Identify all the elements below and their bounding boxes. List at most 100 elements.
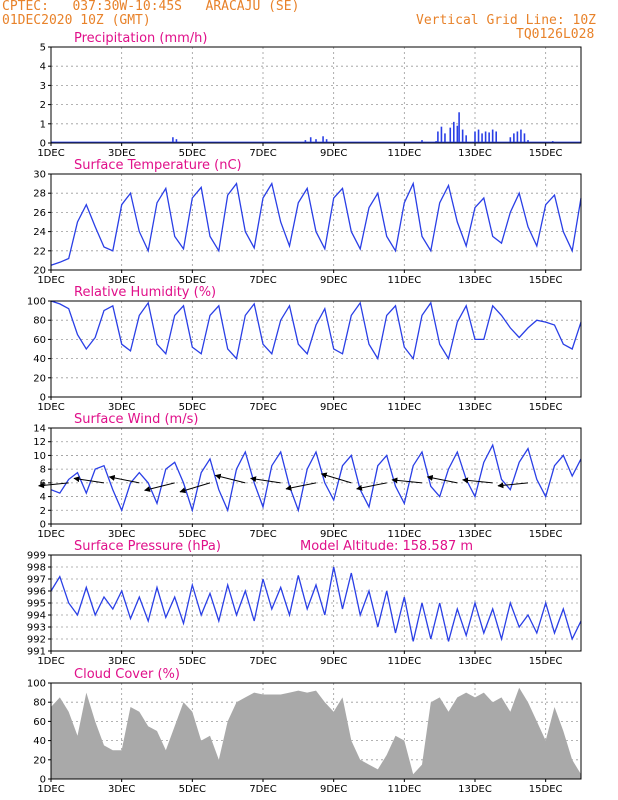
ytick-label-press: 999 — [27, 551, 46, 562]
wind-vector — [179, 482, 211, 494]
xtick-label-temp: 1DEC — [37, 275, 64, 286]
precip-bar — [172, 137, 174, 143]
precip-bar — [465, 135, 467, 143]
panel-title-press: Surface Pressure (hPa) — [74, 539, 221, 554]
xtick-label-precip: 3DEC — [108, 148, 135, 159]
ytick-label-precip: 5 — [40, 43, 46, 54]
xtick-label-precip: 11DEC — [387, 148, 421, 159]
precip-bar — [523, 133, 526, 143]
header-run-date: 01DEC2020 10Z (GMT) — [2, 13, 151, 28]
xtick-label-precip: 9DEC — [320, 148, 347, 159]
xtick-label-cloud: 13DEC — [458, 784, 492, 795]
xtick-label-rh: 13DEC — [458, 402, 492, 413]
xtick-label-rh: 7DEC — [249, 402, 276, 413]
panel-title-precip: Precipitation (mm/h) — [74, 31, 207, 46]
wind-vector — [144, 482, 175, 492]
panel-temp: 20 22 24 26 28 30 1DEC 3DEC 5DEC 7DEC 9DEC 11DEC 13D… — [33, 158, 582, 286]
xtick-label-wind: 9DEC — [320, 529, 347, 540]
ytick-label-cloud: 100 — [27, 679, 46, 690]
series-line-wind — [50, 443, 582, 513]
precip-bar — [444, 133, 446, 143]
precip-bar — [309, 137, 312, 143]
frame-cloud — [50, 682, 582, 780]
panel-title-cloud: Cloud Cover (%) — [74, 667, 180, 682]
ytick-label-press: 995 — [27, 599, 46, 610]
xtick-label-wind: 7DEC — [249, 529, 276, 540]
xtick-label-temp: 15DEC — [529, 275, 563, 286]
panel-wind: 0 2 4 6 8 10 12 14 1DEC 3DEC 5DEC 7DEC 9DEC 11DEC 13DE… — [33, 412, 582, 540]
xtick-label-cloud: 9DEC — [320, 784, 347, 795]
xtick-label-press: 5DEC — [179, 656, 206, 667]
panel-cloud: 0 20 40 60 80 100 1DEC 3DEC 5DEC 7DEC 9DEC 11DEC 13D… — [27, 667, 582, 795]
ytick-label-press: 991 — [27, 647, 46, 658]
ytick-label-rh: 40 — [33, 354, 46, 365]
xtick-label-rh: 9DEC — [320, 402, 347, 413]
ytick-label-temp: 20 — [33, 266, 46, 277]
precip-bar — [437, 131, 439, 143]
xtick-label-cloud: 11DEC — [387, 784, 421, 795]
xtick-label-cloud: 15DEC — [529, 784, 563, 795]
precip-bar — [488, 132, 490, 143]
series-line-rh — [50, 300, 582, 361]
precip-bar — [325, 139, 328, 143]
wind-vector — [285, 482, 317, 491]
precip-bar — [440, 126, 443, 143]
xtick-label-press: 7DEC — [249, 656, 276, 667]
xtick-label-press: 3DEC — [108, 656, 135, 667]
wind-vector — [320, 472, 352, 484]
wind-vector — [73, 476, 105, 484]
precip-bar — [322, 136, 324, 143]
ytick-label-rh: 80 — [33, 316, 46, 327]
xtick-label-wind: 11DEC — [387, 529, 421, 540]
header-location: CPTEC: 037:30W-10:45S ARACAJU (SE) — [2, 0, 300, 14]
xtick-label-press: 11DEC — [387, 656, 421, 667]
precip-bar — [481, 133, 483, 143]
precip-bar — [516, 131, 519, 143]
xtick-label-rh: 1DEC — [37, 402, 64, 413]
precip-bar — [458, 112, 460, 143]
xtick-label-temp: 9DEC — [320, 275, 347, 286]
xtick-label-cloud: 5DEC — [179, 784, 206, 795]
ytick-label-precip: 1 — [40, 119, 46, 130]
ytick-label-rh: 100 — [27, 297, 46, 308]
xtick-label-precip: 7DEC — [249, 148, 276, 159]
ytick-label-temp: 26 — [33, 208, 46, 219]
xtick-label-temp: 3DEC — [108, 275, 135, 286]
cloud-area — [51, 687, 581, 779]
xtick-label-press: 15DEC — [529, 656, 563, 667]
panel-title-wind: Surface Wind (m/s) — [74, 412, 198, 427]
ytick-label-precip: 2 — [40, 100, 46, 111]
ytick-label-wind: 12 — [33, 437, 46, 448]
header-grid-note: Vertical Grid Line: 10Z — [416, 13, 597, 28]
ytick-label-cloud: 40 — [33, 736, 46, 747]
xtick-label-precip: 13DEC — [458, 148, 492, 159]
precip-bar — [527, 140, 529, 143]
series-line-press — [50, 566, 582, 642]
frame-rh — [50, 300, 582, 398]
precip-bar — [474, 131, 476, 143]
ytick-label-cloud: 0 — [40, 775, 46, 786]
precip-bar — [315, 139, 317, 143]
panel-title-temp: Surface Temperature (nC) — [74, 158, 242, 173]
ytick-label-wind: 14 — [33, 424, 46, 435]
xtick-label-press: 1DEC — [37, 656, 64, 667]
header-model-code: TQ0126L028 — [516, 27, 595, 42]
ytick-label-temp: 22 — [33, 246, 46, 257]
ytick-label-rh: 60 — [33, 335, 46, 346]
xtick-label-cloud: 7DEC — [249, 784, 276, 795]
xtick-label-wind: 5DEC — [179, 529, 206, 540]
precip-bar — [456, 125, 459, 143]
ytick-label-press: 992 — [27, 635, 46, 646]
ytick-label-temp: 24 — [33, 227, 46, 238]
frame-temp — [50, 173, 582, 271]
precip-bar — [461, 129, 464, 143]
ytick-label-precip: 3 — [40, 81, 46, 92]
ytick-label-wind: 6 — [40, 478, 46, 489]
xtick-label-cloud: 3DEC — [108, 784, 135, 795]
wind-vector — [214, 473, 246, 484]
wind-vector — [426, 474, 458, 484]
precip-bar — [421, 140, 423, 143]
ytick-label-wind: 2 — [40, 506, 46, 517]
